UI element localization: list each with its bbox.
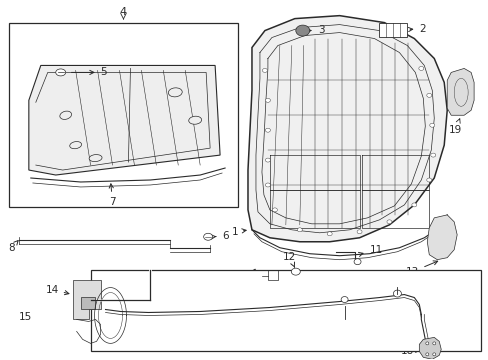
Text: 4: 4 (120, 6, 127, 17)
Text: 10: 10 (172, 292, 214, 302)
Text: 15: 15 (19, 312, 32, 323)
Ellipse shape (295, 25, 309, 36)
Ellipse shape (291, 268, 300, 275)
Polygon shape (247, 15, 447, 242)
Polygon shape (427, 215, 456, 260)
Ellipse shape (265, 158, 270, 162)
Ellipse shape (356, 230, 361, 234)
Polygon shape (29, 66, 220, 175)
Ellipse shape (265, 98, 270, 102)
Ellipse shape (60, 111, 71, 120)
Polygon shape (419, 337, 440, 359)
Bar (81, 297, 94, 309)
Ellipse shape (411, 203, 416, 207)
Text: 8: 8 (8, 240, 18, 253)
Ellipse shape (89, 154, 102, 162)
Ellipse shape (70, 141, 81, 149)
Ellipse shape (168, 88, 182, 97)
Text: 12: 12 (283, 252, 296, 267)
Ellipse shape (432, 353, 435, 356)
Text: 1: 1 (231, 227, 245, 237)
Ellipse shape (430, 153, 435, 157)
Ellipse shape (453, 78, 467, 106)
Text: 19: 19 (447, 119, 461, 135)
Ellipse shape (297, 228, 302, 232)
Bar (379, 23, 407, 37)
Text: 18: 18 (400, 346, 419, 356)
Ellipse shape (425, 353, 428, 356)
Ellipse shape (418, 67, 423, 71)
Ellipse shape (432, 342, 435, 345)
Ellipse shape (429, 123, 434, 127)
Text: 11: 11 (358, 245, 382, 256)
Ellipse shape (215, 288, 224, 295)
Text: 6: 6 (211, 231, 228, 241)
Ellipse shape (426, 93, 431, 97)
Ellipse shape (265, 183, 270, 187)
Text: 16: 16 (395, 276, 420, 287)
Bar (9, 23, 238, 207)
Text: 17: 17 (328, 325, 342, 336)
Text: 5: 5 (71, 67, 107, 77)
Text: 9: 9 (255, 271, 262, 281)
Polygon shape (447, 68, 473, 115)
Ellipse shape (341, 297, 347, 302)
Ellipse shape (203, 233, 212, 240)
Ellipse shape (272, 208, 277, 212)
Text: 14: 14 (45, 284, 69, 295)
Ellipse shape (426, 178, 431, 182)
Ellipse shape (425, 342, 428, 345)
Ellipse shape (386, 220, 391, 224)
Ellipse shape (56, 69, 65, 76)
Text: 7: 7 (109, 184, 116, 207)
Text: 3: 3 (306, 24, 324, 35)
Text: 13: 13 (405, 261, 437, 276)
Polygon shape (73, 280, 101, 319)
Ellipse shape (326, 232, 331, 236)
Bar (90, 270, 480, 351)
Ellipse shape (353, 259, 360, 265)
Ellipse shape (262, 68, 267, 72)
Ellipse shape (265, 128, 270, 132)
Text: 2: 2 (407, 24, 425, 33)
Ellipse shape (393, 290, 401, 297)
Ellipse shape (188, 116, 201, 124)
